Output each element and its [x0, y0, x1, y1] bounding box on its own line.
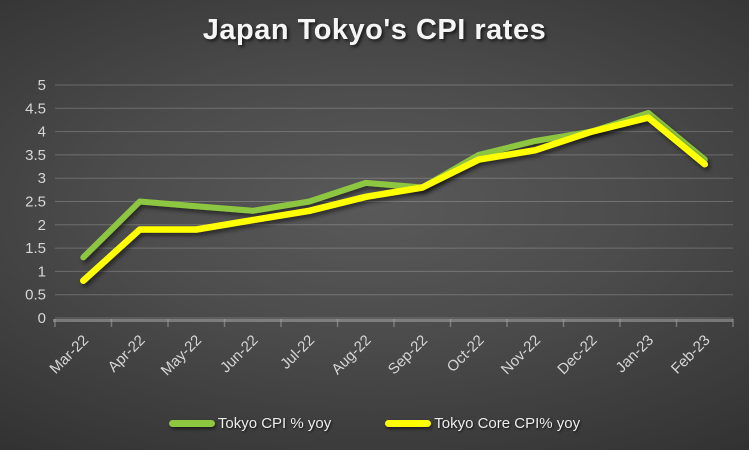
legend-marker-yellow-line-icon	[385, 420, 432, 427]
svg-text:Jun-22: Jun-22	[217, 332, 261, 376]
chart-legend: Tokyo CPI % yoy Tokyo Core CPI% yoy	[0, 415, 749, 432]
svg-text:2.5: 2.5	[25, 194, 46, 211]
svg-text:1: 1	[38, 263, 46, 280]
svg-text:Apr-22: Apr-22	[105, 332, 149, 376]
svg-text:4: 4	[38, 124, 46, 141]
svg-text:0.5: 0.5	[25, 287, 46, 304]
svg-text:4.5: 4.5	[25, 100, 46, 117]
svg-text:2: 2	[38, 217, 46, 234]
y-axis-labels: 0 0.5 1 1.5 2 2.5 3 3.5 4 4.5 5	[25, 77, 46, 327]
svg-text:Jul-22: Jul-22	[277, 332, 318, 373]
svg-text:3.5: 3.5	[25, 147, 46, 164]
svg-text:Feb-23: Feb-23	[668, 332, 714, 378]
y-gridlines	[55, 84, 733, 319]
svg-text:0: 0	[38, 310, 46, 327]
x-axis-labels: Mar-22 Apr-22 May-22 Jun-22 Jul-22 Aug-22 Sep-…	[46, 332, 713, 379]
svg-text:5: 5	[38, 77, 46, 94]
series-line-tokyo-cpi-yoy[interactable]	[80, 110, 708, 261]
svg-text:Sep-22: Sep-22	[385, 332, 431, 378]
legend-label-tokyo-cpi: Tokyo CPI % yoy	[217, 415, 332, 432]
svg-text:Mar-22: Mar-22	[46, 332, 92, 378]
chart-title: Japan Tokyo's CPI rates	[202, 14, 547, 46]
legend-label-tokyo-core-cpi: Tokyo Core CPI% yoy	[434, 415, 581, 432]
legend-item-tokyo-cpi[interactable]: Tokyo CPI % yoy	[168, 415, 332, 432]
svg-text:1.5: 1.5	[25, 240, 46, 257]
svg-text:Oct-22: Oct-22	[444, 332, 488, 376]
svg-text:May-22: May-22	[158, 332, 205, 379]
svg-text:Aug-22: Aug-22	[328, 332, 374, 378]
x-axis-line	[53, 319, 734, 327]
legend-item-tokyo-core-cpi[interactable]: Tokyo Core CPI% yoy	[385, 415, 580, 432]
legend-marker-green-line-icon	[168, 420, 215, 427]
svg-text:Nov-22: Nov-22	[498, 332, 544, 378]
series-line-tokyo-core-cpi-yoy[interactable]	[80, 114, 709, 284]
svg-text:Jan-23: Jan-23	[613, 332, 657, 376]
svg-text:3: 3	[38, 170, 46, 187]
svg-text:Dec-22: Dec-22	[554, 332, 600, 378]
